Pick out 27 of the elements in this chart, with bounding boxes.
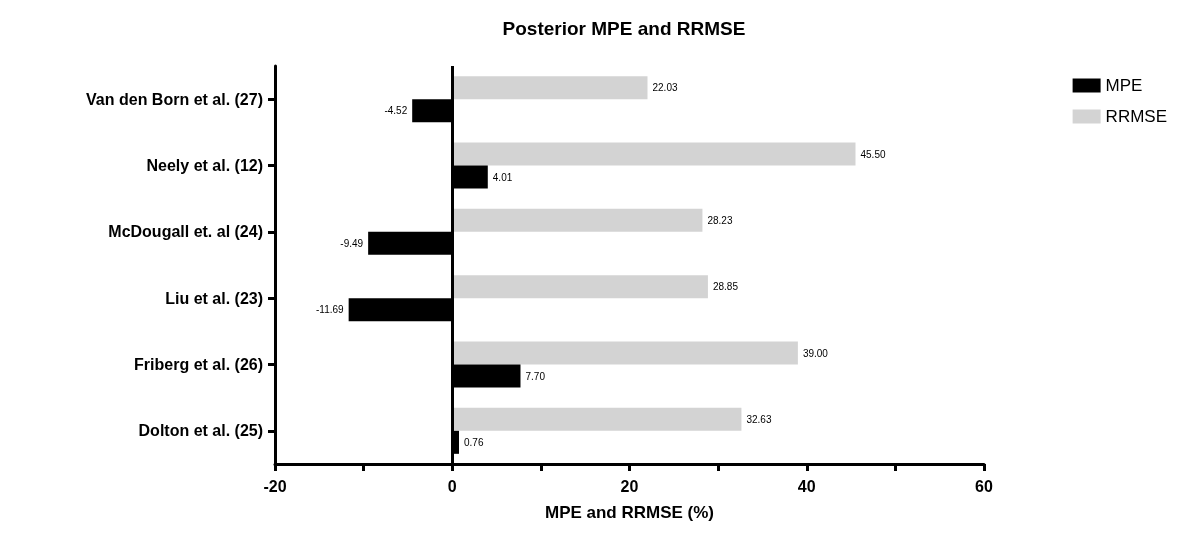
y-tick-label: Van den Born et al. (27) [86,90,263,108]
x-tick-label: 20 [620,477,639,495]
y-tick-label: Friberg et al. (26) [134,356,263,373]
y-tick-label: Neely et al. (12) [146,157,263,174]
data-label: -4.52 [384,105,408,117]
data-label: 39.00 [802,347,829,359]
x-tick-label: 60 [975,477,993,495]
x-tick-label: 0 [447,477,457,495]
legend-label: MPE [1105,76,1143,95]
y-tick-label: Dolton et al. (25) [138,422,263,440]
y-tick-label: McDougall et. al (24) [108,223,263,241]
x-tick-label: 40 [797,477,816,495]
x-axis-title: MPE and RRMSE (%) [544,503,715,522]
y-tick-label: Liu et al. (23) [165,289,263,307]
data-label: 28.85 [712,281,739,293]
data-label: 4.01 [492,171,513,183]
legend-label: RRMSE [1105,107,1168,126]
data-label: 7.70 [525,370,546,382]
data-label: -11.69 [316,304,345,316]
data-label: 28.23 [707,214,733,226]
data-label: -9.49 [340,237,364,249]
data-label: 0.76 [463,436,484,448]
data-label: 45.50 [860,148,886,160]
x-tick-label: -20 [263,477,287,495]
chart-title: Posterior MPE and RRMSE [502,18,746,39]
data-label: 22.03 [652,82,678,94]
data-label: 32.63 [746,413,772,425]
